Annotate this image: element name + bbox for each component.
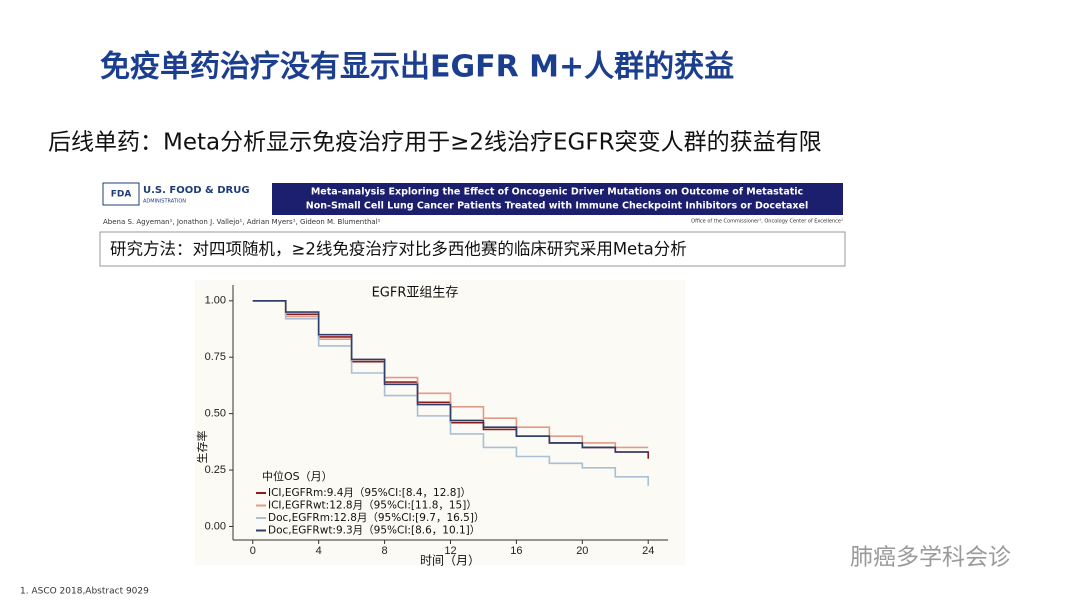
survival-curve — [252, 299, 650, 486]
x-tick-label: 0 — [250, 545, 256, 557]
legend-label: ICI,EGFRm:9.4月（95%CI:[8.4，12.8]） — [268, 487, 471, 499]
agency-sub: ADMINISTRATION — [143, 199, 186, 205]
method-box — [99, 231, 846, 267]
footnote: 1. ASCO 2018,Abstract 9029 — [20, 587, 149, 597]
slide-title: 免疫单药治疗没有显示出EGFR M+人群的获益 — [100, 50, 734, 85]
banner-title: Meta-analysis Exploring the Effect of On… — [311, 187, 803, 198]
plot: 0.00 0.25 0.50 0.75 1.00 0 4 8 12 16 20 24 ICI,EGFRm… — [205, 285, 668, 557]
watermark: 肺癌多学科会诊 — [850, 545, 1011, 571]
y-label: 生存率 — [195, 431, 209, 464]
authors: Abena S. Agyeman¹, Jonathon J. Vallejo¹,… — [103, 218, 381, 226]
legend-title: 中位OS（月） — [262, 469, 333, 483]
banner-title: Non-Small Cell Lung Cancer Patients Trea… — [306, 201, 808, 212]
x-tick-label: 20 — [576, 545, 588, 557]
office: Office of the Commissioner¹, Oncology Ce… — [691, 219, 843, 225]
x-tick-label: 12 — [444, 545, 456, 557]
x-label: 时间（月） — [420, 554, 480, 568]
agency: U.S. FOOD & DRUG — [143, 185, 250, 196]
y-tick-label: 0.50 — [205, 408, 226, 420]
method: 研究方法：对四项随机，≥2线免疫治疗对比多西他赛的临床研究采用Meta分析 — [110, 239, 687, 259]
chart-panel — [195, 280, 685, 565]
fda-logo: FDA — [111, 190, 132, 200]
chart-title: EGFR亚组生存 — [372, 286, 459, 301]
x-tick-label: 16 — [510, 545, 522, 557]
banner-title-box — [272, 183, 843, 215]
y-tick-label: 0.00 — [205, 520, 226, 532]
x-tick-label: 8 — [382, 545, 388, 557]
legend-label: ICI,EGFRwt:12.8月（95%CI:[11.8，15]） — [268, 500, 477, 512]
legend-label: Doc,EGFRm:12.8月（95%CI:[9.7，16.5]） — [268, 512, 484, 524]
fda-logo-box — [102, 182, 140, 206]
survival-curve — [252, 299, 649, 453]
x-tick-label: 4 — [316, 545, 322, 557]
slide-subtitle: 后线单药：Meta分析显示免疫治疗用于≥2线治疗EGFR突变人群的获益有限 — [48, 130, 822, 156]
y-tick-label: 0.25 — [205, 464, 226, 476]
x-tick-label: 24 — [642, 545, 654, 557]
y-tick-label: 1.00 — [205, 295, 226, 307]
y-tick-label: 0.75 — [205, 351, 226, 363]
legend-label: Doc,EGFRwt:9.3月（95%CI:[8.6，10.1]） — [268, 525, 480, 537]
